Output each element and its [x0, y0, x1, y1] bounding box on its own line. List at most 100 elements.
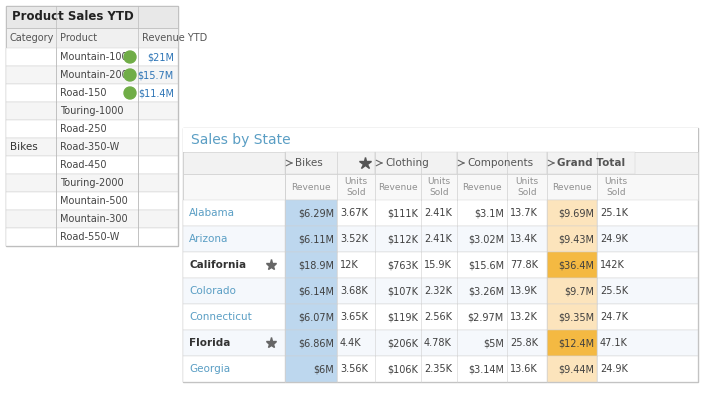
Bar: [183, 152, 698, 174]
Text: 13.4K: 13.4K: [510, 234, 538, 244]
Bar: [183, 200, 698, 226]
Text: $2.97M: $2.97M: [467, 312, 504, 322]
Text: Units
Sold: Units Sold: [605, 177, 628, 197]
Text: Revenue: Revenue: [462, 183, 502, 191]
Text: 25.8K: 25.8K: [510, 338, 538, 348]
Text: Road-250: Road-250: [60, 124, 107, 134]
Bar: [6, 174, 178, 192]
Text: Revenue: Revenue: [552, 183, 592, 191]
Bar: [285, 252, 337, 278]
Text: $9.69M: $9.69M: [558, 208, 594, 218]
Text: $6.86M: $6.86M: [298, 338, 334, 348]
Bar: [547, 226, 597, 252]
Text: $15.7M: $15.7M: [138, 70, 174, 80]
Text: 2.41K: 2.41K: [424, 208, 452, 218]
Bar: [6, 192, 178, 210]
Bar: [183, 226, 698, 252]
Text: California: California: [189, 260, 246, 270]
Bar: [6, 28, 178, 48]
Text: Units
Sold: Units Sold: [515, 177, 538, 197]
Text: Colorado: Colorado: [189, 286, 236, 296]
Bar: [6, 6, 178, 28]
Bar: [183, 128, 698, 382]
Bar: [6, 210, 178, 228]
Text: 25.5K: 25.5K: [600, 286, 628, 296]
Text: Revenue: Revenue: [378, 183, 418, 191]
Text: Units
Sold: Units Sold: [344, 177, 368, 197]
Text: $9.44M: $9.44M: [558, 364, 594, 374]
Bar: [285, 330, 337, 356]
Text: 25.1K: 25.1K: [600, 208, 628, 218]
Text: 2.41K: 2.41K: [424, 234, 452, 244]
Text: Units
Sold: Units Sold: [427, 177, 451, 197]
Bar: [6, 138, 178, 156]
Text: $5M: $5M: [483, 338, 504, 348]
Bar: [547, 252, 597, 278]
Text: Product Sales YTD: Product Sales YTD: [12, 10, 134, 24]
Text: Revenue YTD: Revenue YTD: [142, 33, 207, 43]
Text: 47.1K: 47.1K: [600, 338, 628, 348]
Text: $107K: $107K: [387, 286, 418, 296]
Bar: [6, 6, 178, 246]
Bar: [183, 304, 698, 330]
Text: 4.4K: 4.4K: [340, 338, 361, 348]
Text: Arizona: Arizona: [189, 234, 228, 244]
Text: Product: Product: [60, 33, 97, 43]
Text: Mountain-200: Mountain-200: [60, 70, 128, 80]
Text: Road-350-W: Road-350-W: [60, 142, 120, 152]
Bar: [183, 252, 698, 278]
Text: 24.9K: 24.9K: [600, 364, 628, 374]
Text: $9.43M: $9.43M: [558, 234, 594, 244]
Text: Mountain-300: Mountain-300: [60, 214, 128, 224]
Text: $6.14M: $6.14M: [298, 286, 334, 296]
Text: 4.78K: 4.78K: [424, 338, 452, 348]
Text: 24.9K: 24.9K: [600, 234, 628, 244]
Text: Road-150: Road-150: [60, 88, 106, 98]
Bar: [6, 156, 178, 174]
Circle shape: [124, 69, 136, 81]
Text: Florida: Florida: [189, 338, 231, 348]
Bar: [457, 152, 547, 174]
Bar: [183, 330, 698, 356]
Bar: [547, 304, 597, 330]
Text: Components: Components: [467, 158, 533, 168]
Bar: [6, 228, 178, 246]
Text: Georgia: Georgia: [189, 364, 230, 374]
Bar: [6, 102, 178, 120]
Text: $206K: $206K: [387, 338, 418, 348]
Bar: [285, 278, 337, 304]
Text: $763K: $763K: [387, 260, 418, 270]
Text: $36.4M: $36.4M: [558, 260, 594, 270]
Text: Touring-2000: Touring-2000: [60, 178, 124, 188]
Text: Bikes: Bikes: [10, 142, 38, 152]
Bar: [6, 84, 178, 102]
Text: Mountain-500: Mountain-500: [60, 196, 128, 206]
Text: 3.67K: 3.67K: [340, 208, 368, 218]
Text: 12K: 12K: [340, 260, 359, 270]
Text: 13.2K: 13.2K: [510, 312, 538, 322]
Text: 3.56K: 3.56K: [340, 364, 368, 374]
Bar: [547, 330, 597, 356]
Text: 3.52K: 3.52K: [340, 234, 368, 244]
Bar: [547, 278, 597, 304]
Text: Touring-1000: Touring-1000: [60, 106, 124, 116]
Text: $106K: $106K: [387, 364, 418, 374]
Bar: [285, 356, 337, 382]
Text: Road-450: Road-450: [60, 160, 106, 170]
Bar: [375, 152, 457, 174]
Text: $111K: $111K: [387, 208, 418, 218]
Circle shape: [124, 51, 136, 63]
Bar: [547, 152, 635, 174]
Text: $11.4M: $11.4M: [138, 88, 174, 98]
Bar: [6, 48, 178, 66]
Text: 77.8K: 77.8K: [510, 260, 538, 270]
Text: 15.9K: 15.9K: [424, 260, 452, 270]
Text: $6.29M: $6.29M: [298, 208, 334, 218]
Text: $21M: $21M: [147, 52, 174, 62]
Text: 13.7K: 13.7K: [510, 208, 538, 218]
Bar: [285, 152, 375, 174]
Text: Connecticut: Connecticut: [189, 312, 252, 322]
Text: $112K: $112K: [387, 234, 418, 244]
Bar: [285, 304, 337, 330]
Bar: [183, 356, 698, 382]
